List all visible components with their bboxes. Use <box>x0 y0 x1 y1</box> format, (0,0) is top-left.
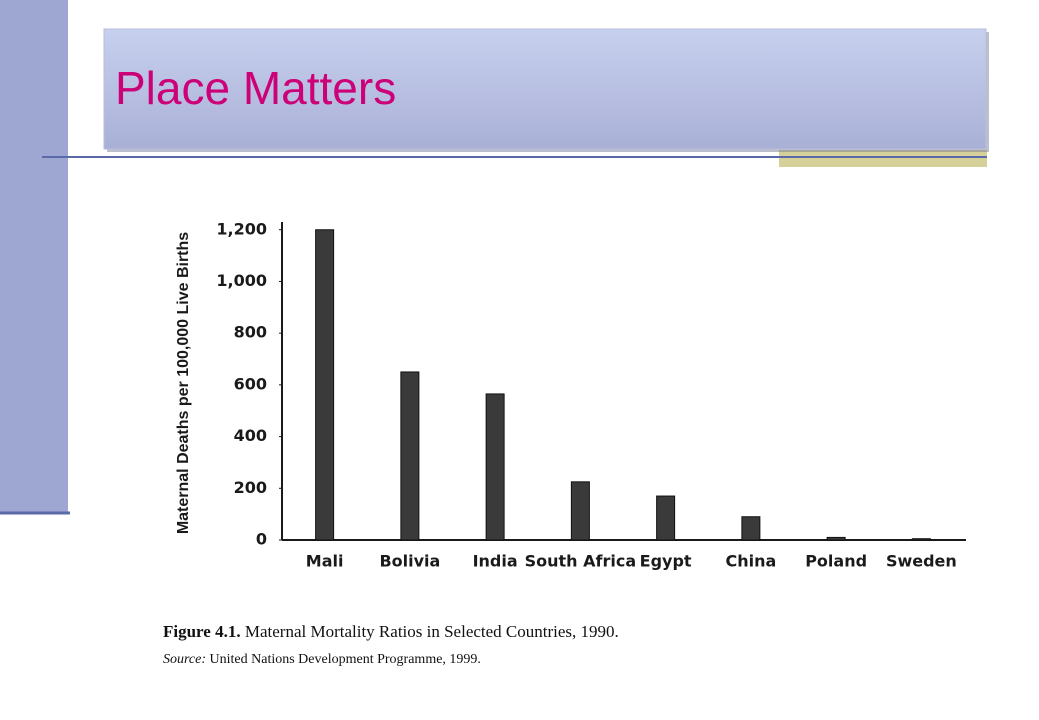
bar <box>911 538 931 541</box>
bar <box>656 495 676 541</box>
x-tick-label: Sweden <box>886 552 957 571</box>
title-box <box>103 28 987 150</box>
y-tick-label: 200 <box>234 478 267 497</box>
bar <box>826 536 846 541</box>
y-tick-label: 600 <box>234 374 267 393</box>
y-axis-label: Maternal Deaths per 100,000 Live Births <box>175 232 192 534</box>
x-tick-label: Bolivia <box>379 552 440 571</box>
x-tick-label: Mali <box>306 552 344 571</box>
bar <box>485 393 505 541</box>
source-text: United Nations Development Programme, 19… <box>210 652 481 667</box>
figure-caption: Figure 4.1. Maternal Mortality Ratios in… <box>163 622 619 641</box>
slide-title: Place Matters <box>115 62 396 114</box>
y-tick-label: 1,200 <box>216 219 267 238</box>
source-label: Source: <box>163 652 206 667</box>
x-tick-label: Poland <box>805 552 867 571</box>
figure-source: Source: United Nations Development Progr… <box>163 652 481 667</box>
caption-label: Figure 4.1. <box>163 622 241 641</box>
side-band <box>0 0 68 512</box>
y-tick-label: 400 <box>234 426 267 445</box>
x-tick-label: India <box>473 552 518 571</box>
y-tick-label: 0 <box>256 530 267 549</box>
bar <box>570 481 590 541</box>
caption-text: Maternal Mortality Ratios in Selected Co… <box>245 622 619 641</box>
bar <box>315 229 335 541</box>
bar <box>741 516 761 541</box>
accent-block <box>779 150 987 167</box>
x-tick-label: Egypt <box>640 552 692 571</box>
x-tick-label: China <box>725 552 776 571</box>
y-tick-label: 800 <box>234 323 267 342</box>
bar <box>400 371 420 541</box>
x-tick-label: South Africa <box>525 552 637 571</box>
y-tick-label: 1,000 <box>216 271 267 290</box>
